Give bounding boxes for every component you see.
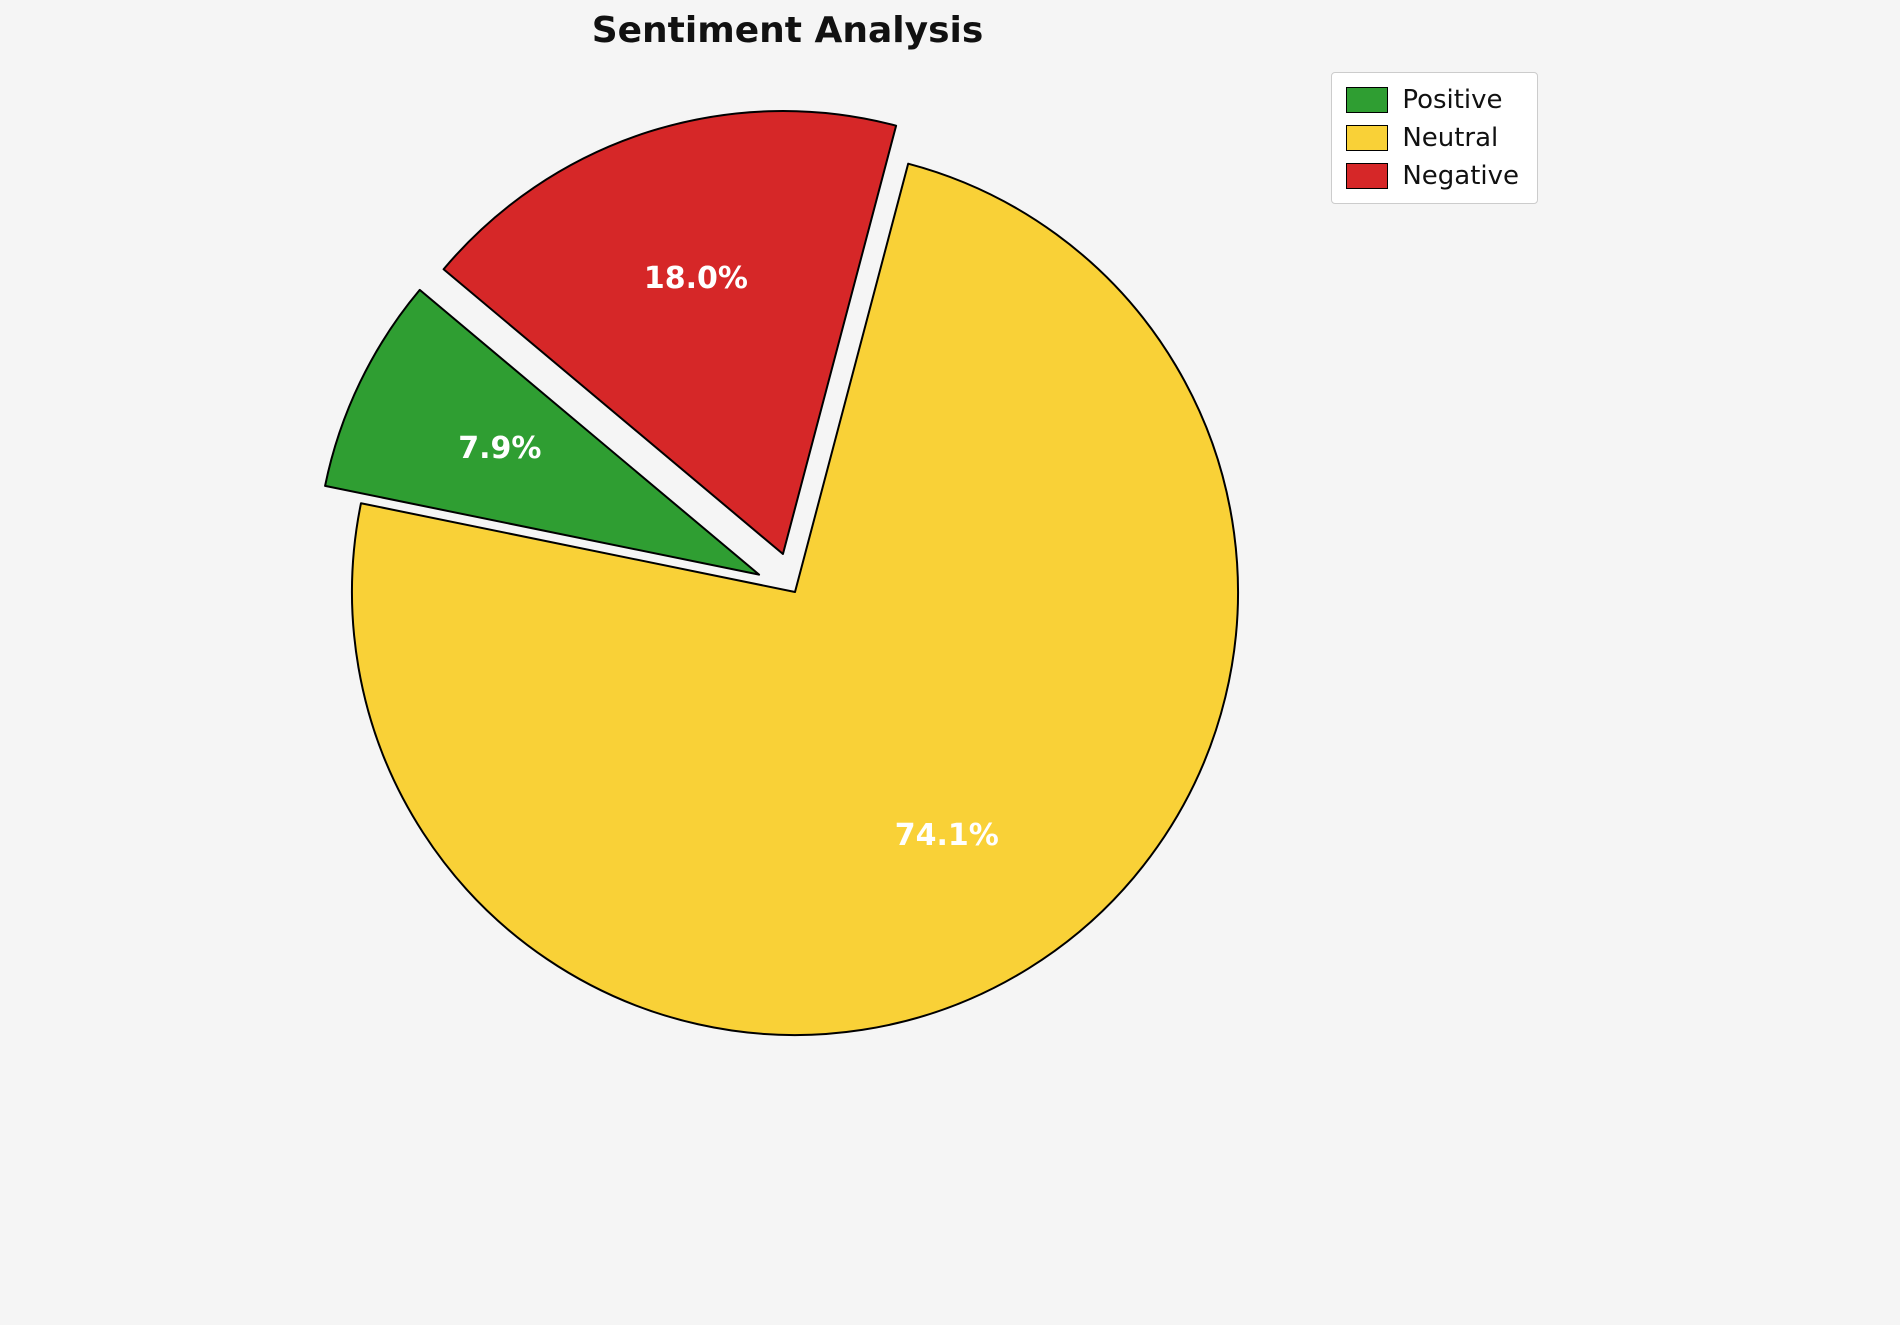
legend-item-positive: Positive — [1346, 87, 1519, 113]
pct-label-negative: 18.0% — [644, 261, 748, 296]
legend-label-neutral: Neutral — [1402, 123, 1499, 153]
pct-label-positive: 7.9% — [458, 431, 541, 466]
pie-slice-positive — [324, 288, 761, 576]
legend-label-positive: Positive — [1402, 85, 1503, 115]
chart-title: Sentiment Analysis — [591, 10, 984, 51]
pie-slice-negative — [442, 110, 898, 555]
legend-swatch-negative — [1346, 163, 1389, 189]
legend-swatch-neutral — [1346, 125, 1389, 151]
pct-label-neutral: 74.1% — [895, 818, 999, 853]
pie-slice-neutral — [351, 162, 1239, 1036]
legend-label-negative: Negative — [1402, 161, 1519, 191]
legend-swatch-positive — [1346, 87, 1389, 113]
legend-item-neutral: Neutral — [1346, 125, 1519, 151]
legend: Positive Neutral Negative — [1331, 72, 1538, 204]
legend-item-negative: Negative — [1346, 163, 1519, 189]
